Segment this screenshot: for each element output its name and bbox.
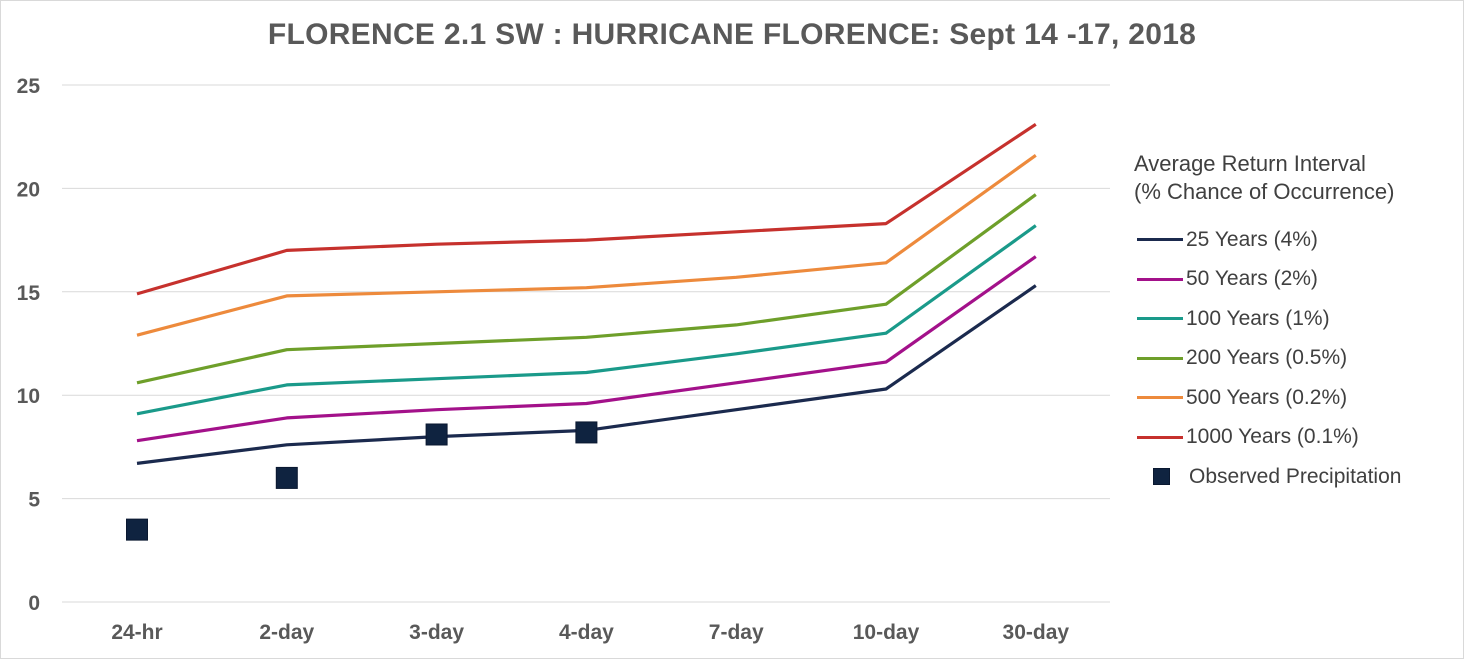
legend-label: 50 Years (2%): [1186, 267, 1318, 291]
legend-label: 1000 Years (0.1%): [1186, 425, 1359, 449]
observed-marker: [575, 421, 598, 444]
legend-items: 25 Years (4%) 50 Years (2%) 100 Years (1%)…: [1134, 220, 1401, 497]
legend-item: 1000 Years (0.1%): [1134, 418, 1401, 458]
x-tick-label: 30-day: [1003, 621, 1070, 644]
y-tick-label: 25: [17, 75, 41, 98]
y-tick-label: 0: [28, 592, 40, 615]
series-line-6: [136, 122, 1037, 296]
legend-swatch: [1137, 396, 1183, 400]
series-line-5: [136, 154, 1037, 337]
x-tick-label: 3-day: [409, 621, 464, 644]
legend: Average Return Interval (% Chance of Occ…: [1134, 150, 1401, 497]
chart-title: FLORENCE 2.1 SW : HURRICANE FLORENCE: Se…: [267, 18, 1197, 51]
series-line-4: [136, 193, 1037, 385]
legend-label: 500 Years (0.2%): [1186, 385, 1348, 409]
y-tick-label: 10: [17, 385, 40, 408]
x-tick-label: 24-hr: [111, 621, 162, 644]
legend-item: 200 Years (0.5%): [1134, 339, 1401, 379]
x-tick-label: 10-day: [853, 621, 920, 644]
observed-marker: [275, 466, 298, 489]
legend-swatch: [1137, 435, 1183, 439]
legend-title: Average Return Interval (% Chance of Occ…: [1134, 150, 1401, 206]
legend-swatch: [1137, 317, 1183, 321]
observed-marker: [126, 518, 148, 541]
legend-item: 500 Years (0.2%): [1134, 378, 1401, 418]
observed-marker: [425, 423, 448, 446]
y-tick-label: 20: [17, 178, 40, 201]
x-tick-label: 7-day: [709, 621, 764, 644]
legend-swatch: [1137, 277, 1183, 281]
legend-title-line-1: Average Return Interval: [1134, 151, 1366, 176]
legend-item-observed: Observed Precipitation: [1134, 457, 1401, 497]
series-line-3: [136, 224, 1037, 416]
legend-item: 100 Years (1%): [1134, 299, 1401, 339]
y-tick-label: 5: [28, 489, 40, 512]
legend-item: 25 Years (4%): [1134, 220, 1401, 260]
legend-swatch: [1137, 356, 1183, 360]
y-tick-label: 15: [17, 282, 41, 305]
legend-label: Observed Precipitation: [1189, 464, 1402, 488]
series-line-2: [136, 255, 1037, 443]
legend-item: 50 Years (2%): [1134, 260, 1401, 300]
legend-swatch: [1137, 238, 1183, 242]
legend-label: 25 Years (4%): [1186, 227, 1318, 251]
x-tick-label: 4-day: [559, 621, 614, 644]
legend-swatch-square: [1153, 468, 1170, 486]
legend-title-line-2: (% Chance of Occurrence): [1134, 179, 1395, 204]
legend-label: 200 Years (0.5%): [1186, 346, 1348, 370]
legend-label: 100 Years (1%): [1186, 306, 1330, 330]
x-tick-label: 2-day: [259, 621, 314, 644]
